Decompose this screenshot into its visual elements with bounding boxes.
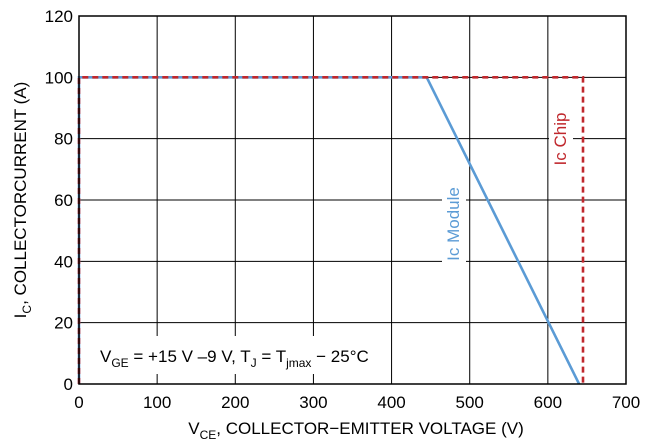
- y-tick-label: 60: [54, 191, 73, 210]
- y-tick-labels: 0 20 40 60 80 100 120: [45, 7, 73, 394]
- x-tick-label: 0: [74, 393, 83, 412]
- y-tick-label: 120: [45, 7, 73, 26]
- ic-chip-label-bg: [549, 98, 573, 180]
- x-tick-label: 500: [456, 393, 484, 412]
- x-tick-label: 100: [143, 393, 171, 412]
- x-tick-label: 400: [377, 393, 405, 412]
- x-tick-label: 600: [534, 393, 562, 412]
- x-tick-labels: 0 100 200 300 400 500 600 700: [74, 393, 640, 412]
- grid: [79, 16, 626, 384]
- ic-chip-label: Ic Chip: [551, 113, 570, 166]
- x-tick-label: 200: [221, 393, 249, 412]
- x-axis-title: VCE, COLLECTOR−EMITTER VOLTAGE (V): [188, 419, 524, 442]
- ic-module-label-bg: [442, 176, 466, 272]
- ic-module-label: Ic Module: [444, 187, 463, 261]
- x-tick-label: 300: [299, 393, 327, 412]
- y-axis-title: IC, COLLECTORCURRENT (A): [11, 82, 34, 319]
- x-tick-label: 700: [612, 393, 640, 412]
- condition-box: [94, 336, 320, 374]
- y-tick-label: 20: [54, 314, 73, 333]
- condition-text: VGE = +15 V –9 V, TJ = Tjmax − 25°C: [100, 347, 369, 370]
- y-tick-label: 0: [64, 375, 73, 394]
- y-tick-label: 100: [45, 68, 73, 87]
- y-tick-label: 80: [54, 130, 73, 149]
- y-tick-label: 40: [54, 252, 73, 271]
- plot-frame: [78, 15, 627, 385]
